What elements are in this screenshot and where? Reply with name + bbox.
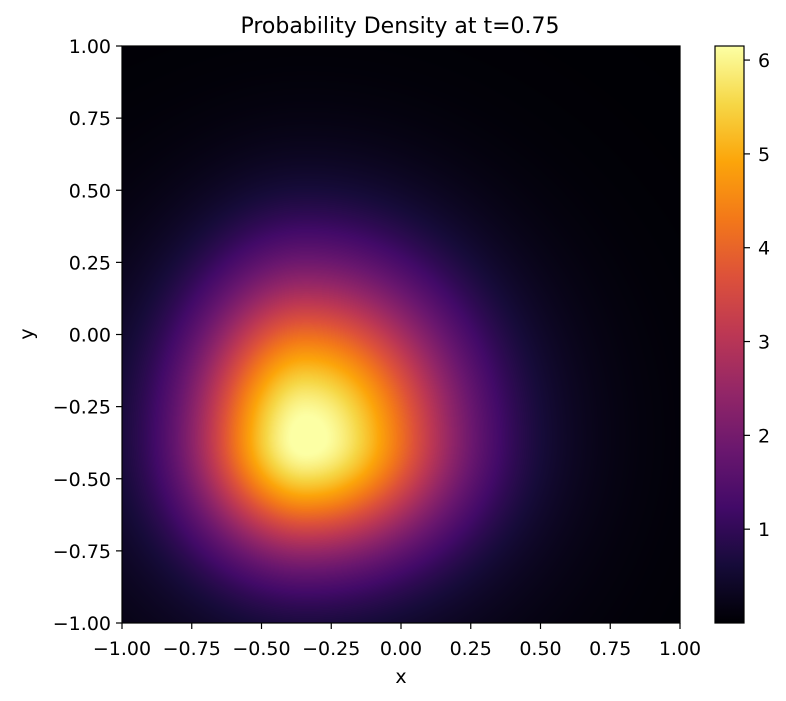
x-axis: −1.00 −0.75 −0.50 −0.25 0.00 0.25 0.50 0.75 1.00 <box>93 623 701 660</box>
y-tick-label: 0.75 <box>69 108 111 130</box>
y-tick-label: 1.00 <box>69 36 111 58</box>
x-tick-label: 1.00 <box>659 638 701 660</box>
y-axis-label: y <box>16 328 38 339</box>
x-tick-label: 0.25 <box>450 638 492 660</box>
x-tick-label: 0.50 <box>519 638 561 660</box>
y-tick-label: −0.75 <box>53 541 111 563</box>
y-axis: −1.00 −0.75 −0.50 −0.25 0.00 0.25 0.50 0.75 1.00 <box>53 36 122 635</box>
x-tick-label: −1.00 <box>93 638 151 660</box>
colorbar-frame <box>714 45 745 624</box>
x-tick-label: −0.50 <box>232 638 290 660</box>
colorbar-tick-label: 5 <box>758 144 770 166</box>
x-axis-label: x <box>395 666 406 688</box>
y-tick-label: −0.50 <box>53 469 111 491</box>
colorbar-tick-label: 3 <box>758 332 770 354</box>
colorbar-tick-label: 2 <box>758 425 770 447</box>
x-tick-label: −0.25 <box>302 638 360 660</box>
colorbar <box>715 46 744 623</box>
y-tick-label: 0.00 <box>69 325 111 347</box>
y-tick-label: 0.50 <box>69 180 111 202</box>
y-tick-label: −0.25 <box>53 397 111 419</box>
x-tick-label: 0.00 <box>380 638 422 660</box>
colorbar-tick-label: 4 <box>758 238 770 260</box>
x-tick-label: 0.75 <box>589 638 631 660</box>
x-tick-label: −0.75 <box>163 638 221 660</box>
colorbar-axis: 1 2 3 4 5 6 <box>744 50 770 541</box>
heatmap-canvas <box>122 46 680 623</box>
y-tick-label: −1.00 <box>53 613 111 635</box>
heatmap-area <box>122 46 680 623</box>
colorbar-tick-label: 6 <box>758 50 770 72</box>
colorbar-tick-label: 1 <box>758 519 770 541</box>
y-tick-label: 0.25 <box>69 252 111 274</box>
chart-title: Probability Density at t=0.75 <box>240 14 559 39</box>
